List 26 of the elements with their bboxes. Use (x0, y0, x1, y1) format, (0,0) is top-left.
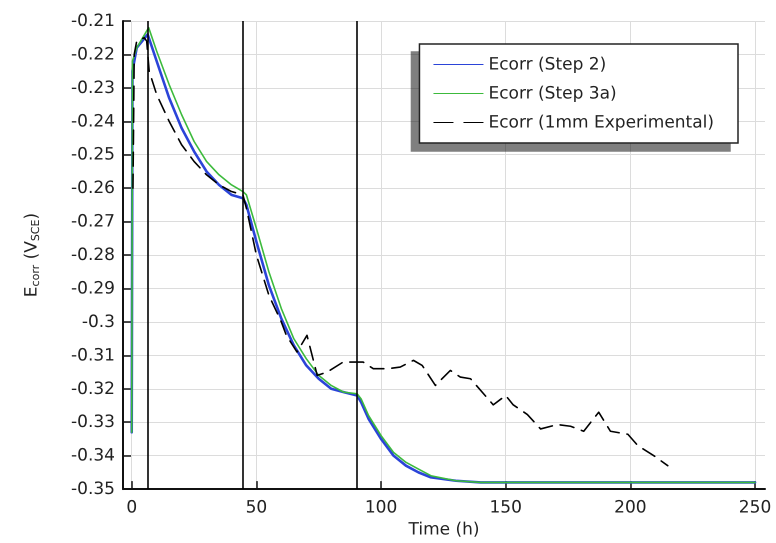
y-tick-label: -0.33 (71, 412, 115, 432)
legend-label: Ecorr (1mm Experimental) (488, 112, 714, 132)
y-axis-title: Ecorr (VSCE) (22, 212, 42, 298)
y-tick-label: -0.22 (71, 44, 115, 64)
x-tick-label: 150 (489, 498, 522, 518)
y-tick-label: -0.28 (71, 245, 115, 266)
y-tick-label: -0.27 (71, 212, 115, 232)
x-tick-label: 50 (246, 498, 268, 518)
x-tick-label: 0 (126, 498, 138, 518)
x-tick-label: 200 (614, 498, 647, 518)
x-tick-label: 250 (738, 498, 772, 518)
y-tick-label: -0.25 (71, 144, 115, 165)
y-tick-label: -0.23 (71, 78, 115, 98)
y-tick-label: -0.24 (71, 111, 115, 132)
legend-label: Ecorr (Step 2) (488, 54, 606, 74)
y-tick-label: -0.34 (71, 446, 115, 466)
legend-label: Ecorr (Step 3a) (488, 84, 617, 104)
x-axis-title: Time (h) (407, 520, 480, 540)
y-tick-label: -0.3 (82, 312, 115, 332)
y-tick-label: -0.32 (71, 378, 115, 399)
y-tick-label: -0.26 (71, 178, 115, 198)
y-tick-label: -0.21 (71, 11, 115, 31)
y-tick-label: -0.29 (71, 278, 115, 298)
x-tick-label: 100 (364, 498, 398, 518)
y-tick-label: -0.35 (71, 479, 115, 500)
y-tick-label: -0.31 (71, 345, 115, 366)
